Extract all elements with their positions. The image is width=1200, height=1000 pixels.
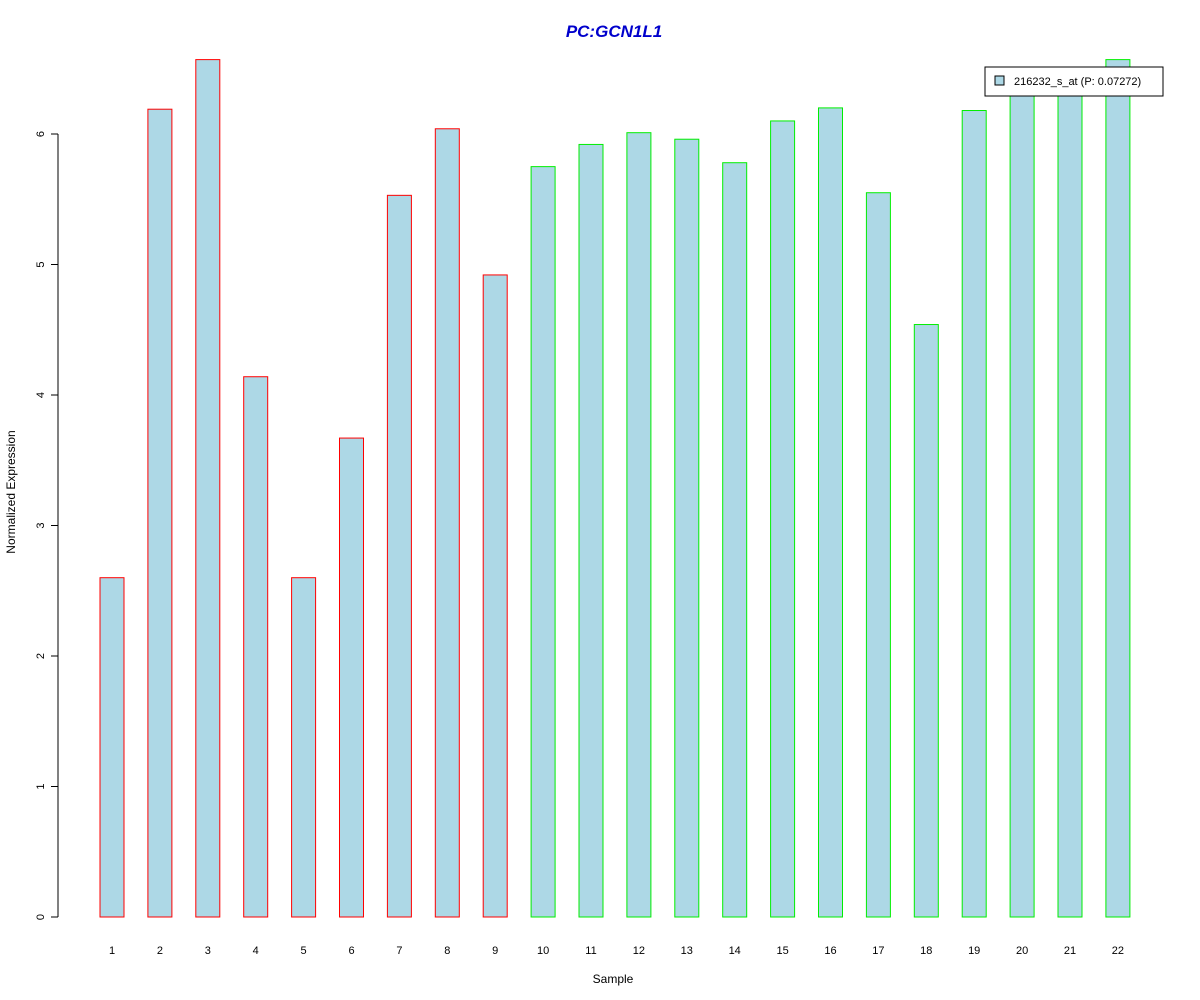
y-tick-label: 3 (35, 522, 47, 528)
x-tick-label: 16 (824, 945, 836, 957)
x-tick-label: 6 (348, 945, 354, 957)
bar-sample-13 (674, 138, 700, 918)
bar-sample-11 (578, 143, 604, 918)
y-tick-label: 4 (35, 392, 47, 398)
legend: 216232_s_at (P: 0.07272) (984, 66, 1164, 97)
bar-sample-15 (770, 120, 796, 918)
y-axis: 0 1 2 3 4 5 6 (35, 131, 59, 920)
legend-swatch (994, 75, 1005, 86)
bar-sample-12 (626, 132, 652, 918)
x-tick-label: 14 (729, 945, 741, 957)
legend-label: 216232_s_at (P: 0.07272) (1014, 76, 1141, 88)
x-tick-label: 5 (301, 945, 307, 957)
y-tick-label: 2 (35, 653, 47, 659)
chart-title: PC:GCN1L1 (566, 22, 662, 41)
x-axis-label: Sample (593, 972, 634, 986)
bar-sample-21 (1057, 78, 1083, 918)
x-tick-label: 18 (920, 945, 932, 957)
bar-sample-7 (386, 194, 412, 918)
y-tick-label: 5 (35, 261, 47, 267)
x-tick-label: 2 (157, 945, 163, 957)
bar-sample-1 (99, 577, 125, 918)
bar-sample-19 (961, 110, 987, 918)
bar-sample-10 (530, 166, 556, 918)
x-tick-label: 7 (396, 945, 402, 957)
x-tick-label: 17 (872, 945, 884, 957)
y-axis-label: Normalized Expression (4, 430, 18, 553)
bars (99, 59, 1131, 918)
bar-sample-14 (722, 162, 748, 918)
y-tick-label: 0 (35, 914, 47, 920)
bar-sample-2 (147, 108, 173, 918)
bar-sample-4 (243, 376, 269, 918)
x-tick-label: 3 (205, 945, 211, 957)
bar-sample-18 (913, 324, 939, 918)
x-tick-label: 19 (968, 945, 980, 957)
x-tick-label: 9 (492, 945, 498, 957)
bar-sample-16 (818, 107, 843, 918)
x-tick-label: 15 (776, 945, 788, 957)
x-tick-label: 11 (585, 945, 596, 957)
x-tick-label: 1 (109, 945, 115, 957)
x-tick-label: 22 (1112, 945, 1124, 957)
bar-sample-3 (195, 59, 221, 918)
y-tick-label: 6 (35, 131, 47, 137)
bar-sample-5 (291, 577, 317, 918)
bar-sample-22 (1105, 59, 1131, 918)
x-tick-label: 4 (253, 945, 259, 957)
bar-sample-8 (434, 128, 460, 918)
bar-sample-9 (482, 274, 508, 918)
x-axis-ticks: 1 2 3 4 5 6 7 8 9 10 11 12 13 14 15 16 17 18 19 20 21 22 (109, 945, 1124, 957)
x-tick-label: 12 (633, 945, 645, 957)
legend-box (984, 66, 1164, 97)
x-tick-label: 10 (537, 945, 549, 957)
x-tick-label: 13 (681, 945, 693, 957)
y-tick-label: 1 (35, 783, 47, 789)
bar-sample-6 (339, 437, 364, 918)
x-tick-label: 8 (444, 945, 450, 957)
bar-sample-20 (1009, 87, 1035, 918)
x-tick-label: 20 (1016, 945, 1028, 957)
x-tick-label: 21 (1064, 945, 1076, 957)
bar-sample-17 (865, 192, 891, 918)
